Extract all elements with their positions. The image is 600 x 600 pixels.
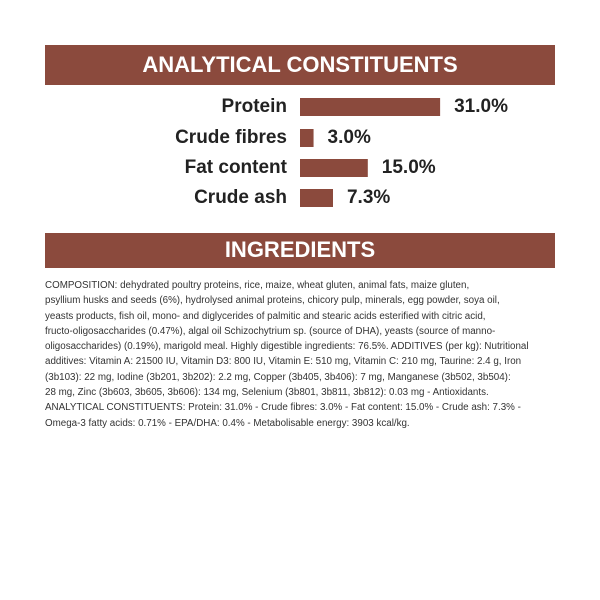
- category-label: Protein: [222, 96, 287, 117]
- category-label: Crude ash: [194, 187, 287, 208]
- value-label: 3.0%: [328, 127, 371, 148]
- text-line: fructo-oligosaccharides (0.47%), algal o…: [45, 325, 496, 337]
- text-line: yeasts products, fish oil, mono- and dig…: [45, 310, 486, 322]
- text-line: additives: Vitamin A: 21500 IU, Vitamin …: [45, 356, 522, 368]
- text-line: Omega-3 fatty acids: 0.71% - EPA/DHA: 0.…: [45, 417, 410, 429]
- value-label: 7.3%: [347, 187, 390, 208]
- text-line: psyllium husks and seeds (6%), hydrolyse…: [45, 295, 500, 307]
- category-label: Fat content: [185, 157, 288, 178]
- bar: [300, 159, 368, 177]
- header-band: [45, 45, 555, 85]
- chart-title: ANALYTICAL CONSTITUENTS: [142, 52, 457, 77]
- text-line: COMPOSITION: dehydrated poultry proteins…: [45, 280, 470, 291]
- text-line: ANALYTICAL CONSTITUENTS: Protein: 31.0% …: [45, 402, 521, 414]
- bar: [300, 98, 441, 116]
- category-label: Crude fibres: [175, 127, 287, 148]
- value-label: 31.0%: [454, 96, 508, 117]
- section-title: INGREDIENTS: [225, 237, 375, 262]
- bar: [300, 189, 333, 207]
- text-line: oligosaccharides) (0.19%), marigold meal…: [45, 341, 529, 353]
- ingredients-text: COMPOSITION: dehydrated poultry proteins…: [45, 278, 560, 431]
- text-line: 28 mg, Zinc (3b603, 3b605, 3b606): 134 m…: [45, 387, 489, 399]
- header-band: [45, 233, 555, 268]
- bar: [300, 129, 314, 147]
- text-line: (3b103): 22 mg, Iodine (3b201, 3b202): 2…: [45, 371, 511, 383]
- chart: ANALYTICAL CONSTITUENTS INGREDIENTS Prot…: [45, 45, 555, 268]
- value-label: 15.0%: [382, 157, 436, 178]
